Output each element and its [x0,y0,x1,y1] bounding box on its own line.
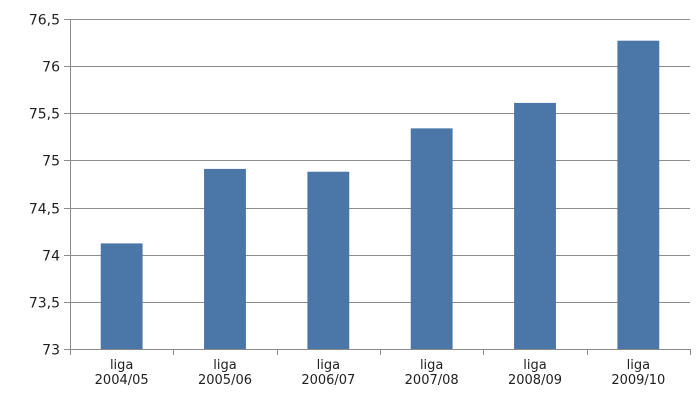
bar [514,102,556,349]
y-tick-label: 73,5 [29,296,60,312]
axes [64,19,691,355]
bars [100,40,660,349]
y-axis-tick-labels: 73 73,5 74 74,5 75 75,5 76 76,5 [29,13,60,359]
bar [204,168,246,349]
x-tick-label: liga 2005/06 [198,358,252,388]
y-tick-label: 74 [42,249,60,265]
y-tick-label: 76 [42,60,60,76]
x-tick-label: liga 2009/10 [611,358,665,388]
bar [617,40,660,349]
bar [410,128,453,349]
x-axis-tick-labels: liga 2004/05 liga 2005/06 liga 2006/07 liga 200… [95,358,666,388]
bar [307,171,350,349]
x-tick-label: liga 2007/08 [405,358,459,388]
y-tick-label: 75,5 [29,107,60,123]
x-tick-label: liga 2004/05 [95,358,149,388]
y-tick-label: 75 [42,154,60,170]
gridlines [70,19,690,303]
y-tick-label: 73 [42,343,60,359]
y-tick-label: 76,5 [29,13,60,29]
x-tick-label: liga 2008/09 [508,358,562,388]
y-tick-label: 74,5 [29,202,60,218]
bar [100,243,143,349]
x-tick-label: liga 2006/07 [301,358,355,388]
